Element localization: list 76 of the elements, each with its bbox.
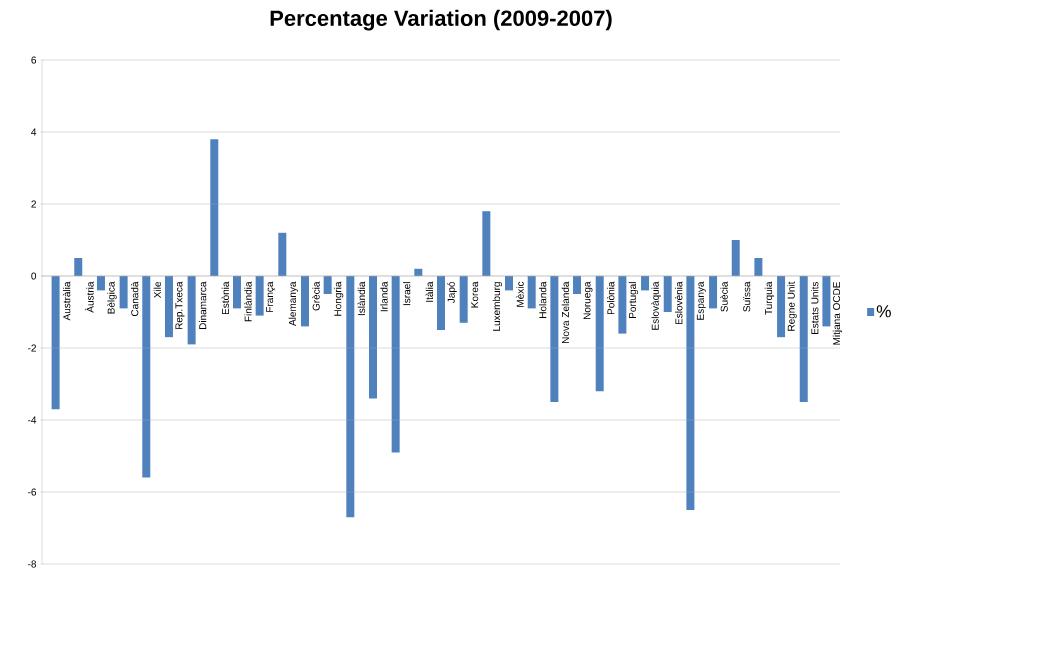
x-tick-label: Estats Units [811,281,819,335]
x-tick-label: Korea [471,281,479,308]
x-tick-label: Nova Zelanda [561,281,570,343]
bar [527,276,536,309]
bar [346,276,355,518]
x-tick-label: Polònia [606,281,615,315]
bar [822,276,831,327]
y-tick-label: 6 [31,56,37,64]
y-tick-label: 4 [31,128,37,136]
x-tick-label: Israel [402,282,411,306]
x-tick-label: Islàndia [357,281,366,316]
bar [754,257,763,276]
bar [459,276,468,323]
bar [573,276,582,294]
x-tick-label: Japó [447,281,457,304]
x-tick-label: França [266,281,276,312]
x-tick-label: Holanda [539,281,547,318]
bar [323,276,332,294]
x-tick-label: Espanya [696,281,706,320]
x-tick-label: Suïssa [743,281,751,312]
bar [51,276,60,410]
x-tick-label: Portugal [628,282,639,318]
x-tick-label: Mitjana OCDE [832,281,843,345]
bar [142,276,151,478]
bar [799,276,808,402]
bar [232,276,241,309]
bar [278,232,287,276]
y-tick-label: -4 [28,416,37,424]
bar [391,276,400,453]
x-tick-label: Regne Unit [787,281,797,331]
x-tick-label: Turquia [764,281,775,315]
y-tick-label: -6 [28,488,37,496]
bar [119,276,128,309]
legend-label: % [876,305,891,318]
x-tick-label: Itàlia [425,281,434,302]
bar [777,276,786,338]
bar [618,276,627,334]
chart-title: Percentage Variation (2009-2007) [270,9,612,31]
y-tick-label: 0 [31,272,37,280]
x-tick-label: Estònia [221,281,230,315]
bar [210,139,219,276]
y-tick-label: 2 [31,200,36,208]
bar [731,239,740,276]
x-tick-label: Xile [153,281,161,298]
y-tick-label: -2 [28,344,36,352]
x-tick-label: Finlàndia [244,281,252,322]
x-tick-label: Eslovàquia [651,281,661,330]
x-tick-label: Dinamarca [198,281,207,330]
bar [482,211,491,276]
x-tick-label: Irlanda [380,281,388,312]
x-tick-label: Grècia [312,281,320,311]
x-tick-label: Noruega [583,281,593,320]
x-tick-label: Rep.Txeca [175,281,185,330]
bar [74,257,83,276]
bar [368,276,377,399]
bar [595,276,604,392]
y-tick-label: -8 [28,560,37,568]
x-tick-label: Bèlgica [107,281,117,314]
x-tick-label: Hongria [333,281,344,316]
bar [550,276,559,402]
x-tick-label: Àustria [84,281,94,313]
x-tick-label: Eslovènia [674,281,683,325]
bar [663,276,672,312]
bar [709,276,718,309]
x-tick-label: Alemanya [288,281,298,326]
x-tick-label: Suècia [720,281,728,312]
bar [686,276,695,510]
x-tick-label: Luxemburg [492,282,502,331]
bar [300,276,309,327]
x-tick-label: Mèxic [516,281,524,307]
x-tick-label: Austràlia [62,281,71,321]
bar [437,276,446,330]
bar [255,276,264,316]
bar [187,276,196,345]
bar [164,276,173,338]
x-tick-label: Canadà [130,281,139,317]
